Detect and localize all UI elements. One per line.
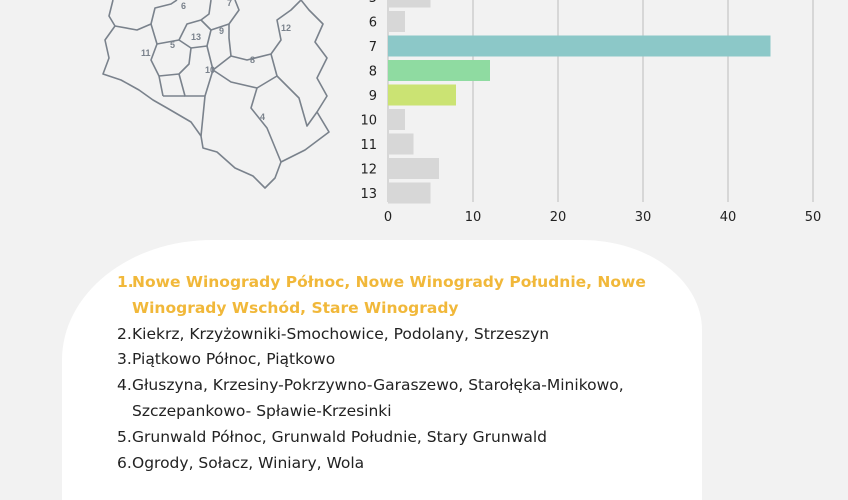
bar-chart: 5 6 7 8 9 10 11 12 13 0 10 20 30 40 50 <box>360 0 821 225</box>
chart-grid <box>387 0 814 202</box>
map-label-8: 8 <box>250 55 255 65</box>
category-label: 7 <box>369 40 377 55</box>
district-legend-list: 1. Nowe Winogrady Północ, Nowe Winogrady… <box>115 270 675 476</box>
category-label: 6 <box>369 16 377 31</box>
bar-11 <box>388 133 414 155</box>
bar-12 <box>388 158 439 179</box>
legend-card <box>62 240 702 500</box>
map-label-9: 9 <box>219 26 224 36</box>
legend-item-6: 6. Ogrody, Sołacz, Winiary, Wola <box>115 451 675 477</box>
legend-item-1: 1. Nowe Winogrady Północ, Nowe Winogrady… <box>115 270 675 322</box>
bar-5 <box>388 0 431 8</box>
legend-item-number: 2. <box>117 324 132 343</box>
legend-item-text: Piątkowo Północ, Piątkowo <box>132 350 336 369</box>
bar-6 <box>388 11 405 32</box>
legend-item-number: 5. <box>117 427 132 446</box>
x-tick-label: 20 <box>550 210 567 225</box>
legend-item-text: Głuszyna, Krzesiny-Pokrzywno-Garaszewo, … <box>132 376 624 420</box>
legend-item-number: 6. <box>117 453 132 472</box>
legend-item-number: 3. <box>117 350 132 369</box>
bar-7 <box>388 35 771 57</box>
map-outline <box>102 0 330 189</box>
legend-item-4: 4. Głuszyna, Krzesiny-Pokrzywno-Garaszew… <box>115 373 675 425</box>
x-tick-label: 40 <box>720 210 737 225</box>
legend-item-3: 3. Piątkowo Północ, Piątkowo <box>115 347 675 373</box>
bar-13 <box>388 182 431 204</box>
map-label-7: 7 <box>227 0 232 8</box>
map-label-12: 12 <box>281 23 291 33</box>
x-tick-label: 30 <box>635 210 652 225</box>
legend-item-text: Ogrody, Sołacz, Winiary, Wola <box>132 453 365 472</box>
district-map: 6 7 11 5 13 9 12 10 8 4 <box>102 0 330 189</box>
category-label: 12 <box>360 163 377 178</box>
legend-item-text: Kiekrz, Krzyżowniki-Smochowice, Podolany… <box>132 324 550 343</box>
legend-item-2: 2. Kiekrz, Krzyżowniki-Smochowice, Podol… <box>115 322 675 348</box>
category-label: 10 <box>360 114 377 129</box>
bar-8 <box>388 60 490 81</box>
legend-item-text: Nowe Winogrady Północ, Nowe Winogrady Po… <box>132 273 646 317</box>
legend-item-text: Grunwald Północ, Grunwald Południe, Star… <box>132 427 548 446</box>
bar-9 <box>388 84 456 106</box>
legend-item-5: 5. Grunwald Północ, Grunwald Południe, S… <box>115 425 675 451</box>
chart-bars <box>388 0 771 204</box>
legend-item-number: 1. <box>117 273 134 291</box>
map-label-10: 10 <box>205 65 215 75</box>
x-tick-label: 0 <box>384 210 392 225</box>
map-label-13: 13 <box>191 32 201 42</box>
chart-tick-labels: 0 10 20 30 40 50 <box>384 210 821 225</box>
category-label: 8 <box>369 65 377 80</box>
category-label: 5 <box>369 0 377 6</box>
chart-category-labels: 5 6 7 8 9 10 11 12 13 <box>360 0 377 202</box>
x-tick-label: 50 <box>805 210 822 225</box>
category-label: 13 <box>360 187 377 202</box>
category-label: 9 <box>369 89 377 104</box>
bar-10 <box>388 109 405 130</box>
category-label: 11 <box>360 138 377 153</box>
map-label-4: 4 <box>260 112 265 122</box>
map-label-5: 5 <box>170 40 175 50</box>
map-label-11: 11 <box>141 48 151 58</box>
map-label-6: 6 <box>181 1 186 11</box>
x-tick-label: 10 <box>465 210 482 225</box>
legend-item-number: 4. <box>117 376 132 395</box>
